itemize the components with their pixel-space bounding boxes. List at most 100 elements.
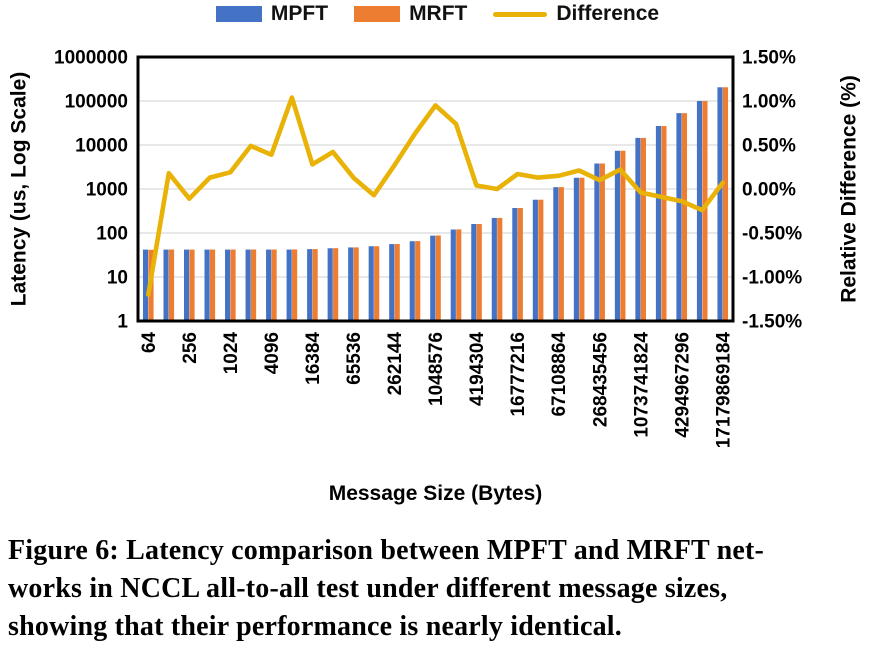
legend-label: Difference bbox=[556, 2, 660, 25]
mpft-bar bbox=[348, 247, 354, 321]
chart-legend: MPFT MRFT Difference bbox=[0, 2, 875, 26]
left-axis-title: Latency (us, Log Scale) bbox=[7, 72, 30, 307]
mrft-bar bbox=[538, 199, 544, 321]
right-axis-tick: -1.50% bbox=[742, 312, 802, 333]
mpft-bar bbox=[245, 249, 251, 321]
x-axis-tick: 268435456 bbox=[590, 332, 611, 427]
x-axis-tick: 16777216 bbox=[508, 332, 529, 417]
mpft-bar bbox=[389, 244, 395, 321]
mpft-bar bbox=[368, 246, 374, 321]
left-axis-tick: 10 bbox=[107, 268, 128, 289]
mpft-bar bbox=[491, 217, 497, 321]
mpft-bar bbox=[266, 249, 272, 321]
mpft-bar bbox=[471, 224, 477, 321]
figure-caption: Figure 6: Latency comparison between MPF… bbox=[8, 532, 870, 646]
mrft-bar bbox=[620, 150, 626, 321]
mpft-bar bbox=[594, 163, 600, 321]
mpft-bar bbox=[655, 126, 662, 322]
mrft-bar bbox=[661, 126, 667, 321]
left-axis-tick: 1000 bbox=[86, 180, 128, 201]
mpft-bar bbox=[183, 249, 190, 321]
mrft-bar bbox=[435, 235, 441, 321]
mrft-bar bbox=[415, 241, 421, 321]
mrft-bar bbox=[271, 249, 277, 321]
right-axis-tick: -1.00% bbox=[742, 268, 802, 289]
mrft-bar bbox=[209, 249, 216, 321]
mrft-bar bbox=[722, 87, 729, 322]
caption-line-2: works in NCCL all-to-all test under diff… bbox=[8, 573, 728, 604]
x-axis-tick: 4096 bbox=[262, 332, 283, 374]
mrft-bar bbox=[374, 246, 380, 321]
mpft-bar bbox=[512, 208, 518, 321]
x-axis-tick: 1073741824 bbox=[631, 332, 652, 438]
mpft-bar bbox=[532, 199, 538, 321]
mpft-bar bbox=[553, 187, 559, 321]
mpft-bar bbox=[327, 248, 333, 321]
left-axis-tick: 1000000 bbox=[54, 48, 128, 69]
left-axis-tick: 100 bbox=[96, 224, 128, 245]
mrft-bar bbox=[517, 207, 523, 321]
x-axis-tick: 4294967296 bbox=[672, 332, 693, 438]
mrft-bar bbox=[497, 217, 503, 321]
mrft-bar bbox=[168, 249, 175, 321]
legend-label: MRFT bbox=[409, 2, 468, 25]
x-axis-title: Message Size (Bytes) bbox=[329, 482, 543, 505]
mrft-bar bbox=[456, 229, 462, 321]
mpft-bar bbox=[225, 249, 231, 321]
mrft-bar bbox=[394, 244, 400, 321]
x-axis-tick: 1048576 bbox=[426, 332, 447, 406]
mrft-bar bbox=[292, 249, 298, 321]
caption-line-3: showing that their performance is nearly… bbox=[8, 611, 622, 642]
mpft-bar bbox=[163, 249, 169, 321]
x-axis-tick: 65536 bbox=[344, 332, 365, 385]
mpft-bar bbox=[286, 249, 292, 321]
mpft-bar bbox=[430, 235, 436, 321]
x-axis-tick: 17179869184 bbox=[713, 332, 734, 449]
mrft-bar bbox=[681, 113, 688, 321]
mrft-bar bbox=[579, 177, 585, 321]
mpft-bar bbox=[635, 137, 641, 321]
legend-swatch-difference-icon bbox=[493, 11, 548, 17]
mpft-bar bbox=[307, 249, 313, 321]
left-axis-tick: 10000 bbox=[75, 136, 128, 157]
mpft-bar bbox=[676, 113, 682, 321]
x-axis-tick: 4194304 bbox=[467, 332, 488, 406]
legend-swatch-mrft-icon bbox=[354, 6, 401, 22]
caption-line-1: Figure 6: Latency comparison between MPF… bbox=[8, 535, 765, 566]
mrft-bar bbox=[189, 249, 195, 321]
mrft-bar bbox=[250, 249, 257, 321]
right-axis-tick: 0.00% bbox=[742, 180, 796, 201]
mrft-bar bbox=[230, 249, 236, 321]
mrft-bar bbox=[702, 101, 708, 321]
x-axis-tick: 16384 bbox=[303, 332, 324, 385]
plot-border bbox=[136, 55, 735, 323]
mpft-bar bbox=[204, 249, 210, 321]
difference-line bbox=[146, 95, 726, 297]
legend-swatch-mpft-icon bbox=[215, 6, 262, 22]
x-axis-tick: 262144 bbox=[385, 332, 406, 396]
mpft-bar bbox=[614, 150, 621, 321]
mpft-bar bbox=[409, 241, 415, 321]
x-axis-tick: 1024 bbox=[221, 332, 242, 375]
x-axis-tick: 64 bbox=[139, 332, 160, 354]
mrft-bar bbox=[312, 249, 318, 321]
legend-item-mrft: MRFT bbox=[354, 2, 467, 26]
latency-chart: 1000000 100000 10000 1000 100 10 1 1.50% 1.00% 0.… bbox=[7, 48, 860, 505]
left-axis-tick: 1 bbox=[117, 312, 128, 333]
mrft-bar bbox=[599, 163, 605, 321]
x-axis-tick: 256 bbox=[180, 332, 201, 364]
mpft-bar bbox=[717, 87, 723, 321]
mrft-bar bbox=[558, 187, 564, 321]
right-axis-tick: 1.50% bbox=[742, 48, 796, 69]
legend-item-mpft: MPFT bbox=[215, 2, 329, 26]
mpft-bar bbox=[450, 229, 456, 321]
legend-label: MPFT bbox=[270, 2, 329, 25]
mrft-bar bbox=[640, 137, 646, 321]
left-axis-tick: 100000 bbox=[65, 92, 128, 113]
right-axis-title: Relative Difference (%) bbox=[837, 75, 860, 303]
mpft-bar bbox=[573, 177, 579, 321]
mrft-bar bbox=[353, 247, 359, 321]
right-axis-tick: 1.00% bbox=[742, 92, 796, 113]
x-axis-tick: 67108864 bbox=[549, 332, 570, 417]
